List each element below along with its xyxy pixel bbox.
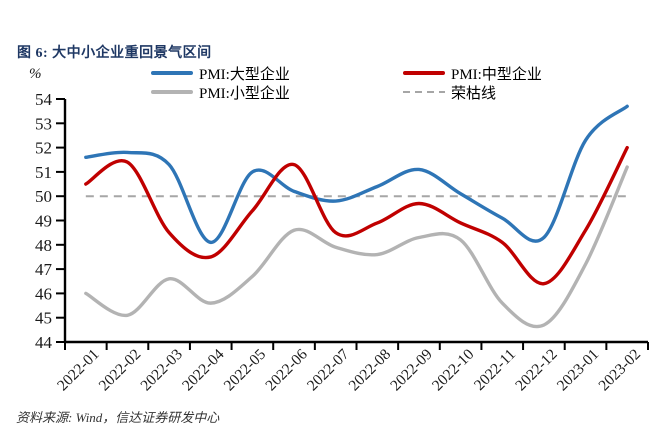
legend-item-1: PMI:中型企业	[403, 64, 542, 83]
x-tick-label: 2022-06	[262, 346, 311, 395]
y-tick-label: 44	[35, 333, 53, 352]
y-tick-label: 53	[35, 114, 52, 133]
y-tick-label: 52	[35, 139, 52, 158]
y-axis-unit-label: %	[29, 66, 42, 82]
chart-legend: PMI:大型企业 PMI:中型企业 PMI:小型企业 荣枯线	[151, 64, 542, 102]
legend-label: 荣枯线	[451, 85, 497, 102]
series-line-2	[84, 165, 629, 329]
x-tick-label: 2022-09	[387, 346, 436, 395]
x-tick-label: 2022-05	[221, 346, 270, 395]
y-tick-label: 47	[35, 260, 53, 279]
x-tick-label: 2022-10	[429, 346, 478, 395]
x-tick-label: 2022-04	[179, 346, 228, 395]
y-tick-label: 50	[35, 187, 52, 206]
legend-label: PMI:中型企业	[451, 66, 542, 83]
source-note: 资料来源: Wind，信达证券研发中心	[16, 410, 220, 424]
series-line-1	[84, 145, 629, 286]
legend-item-2: PMI:小型企业	[151, 83, 403, 102]
y-tick-label: 54	[35, 90, 53, 109]
x-tick-label: 2022-02	[96, 346, 145, 395]
x-tick-label: 2022-11	[471, 346, 519, 394]
y-tick-label: 45	[35, 309, 52, 328]
legend-swatch-solid	[151, 90, 193, 94]
legend-item-3: 荣枯线	[403, 83, 542, 102]
x-tick-label: 2022-07	[304, 346, 353, 395]
y-tick-label: 48	[35, 236, 52, 255]
x-tick-label: 2023-01	[554, 346, 603, 395]
y-tick-label: 51	[35, 163, 52, 182]
x-tick-label: 2022-01	[54, 346, 103, 395]
legend-swatch-solid	[151, 71, 193, 75]
x-tick-label: 2023-02	[595, 346, 644, 395]
legend-item-0: PMI:大型企业	[151, 64, 403, 83]
y-tick-label: 46	[35, 284, 52, 303]
x-tick-label: 2022-08	[346, 346, 395, 395]
x-tick-label: 2022-03	[137, 346, 186, 395]
legend-label: PMI:小型企业	[199, 85, 290, 102]
series-line-0	[84, 104, 629, 245]
figure-title: 图 6: 大中小企业重回景气区间	[17, 46, 212, 61]
legend-swatch-dashed	[403, 90, 445, 94]
y-tick-label: 49	[35, 212, 52, 231]
legend-swatch-solid	[403, 71, 445, 75]
legend-label: PMI:大型企业	[199, 66, 290, 83]
x-tick-label: 2022-12	[512, 346, 561, 395]
